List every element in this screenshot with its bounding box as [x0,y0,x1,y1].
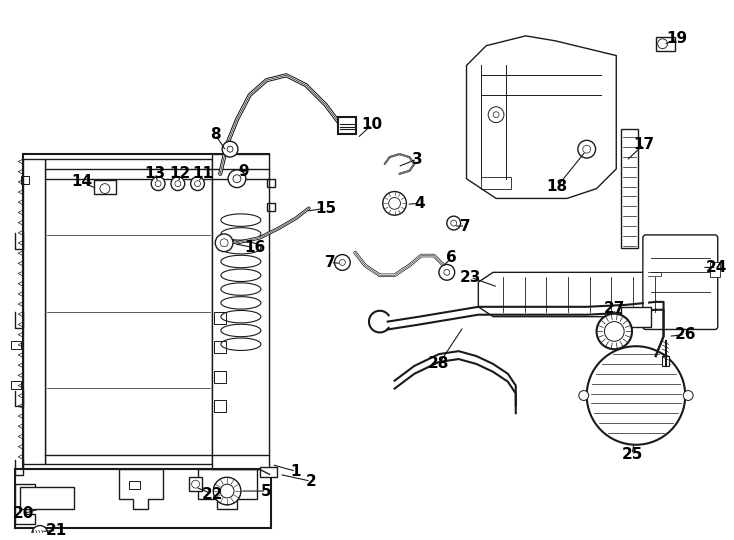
Bar [646,272,661,276]
Bar [11,381,21,389]
Text: 7: 7 [460,219,470,233]
Text: 18: 18 [547,179,567,194]
Bar [21,176,29,184]
Text: 11: 11 [192,166,213,181]
Circle shape [439,265,454,280]
Text: 25: 25 [622,447,643,462]
Bar [21,487,74,509]
Bar [260,468,277,477]
Circle shape [335,254,350,271]
Circle shape [222,141,238,157]
Text: 7: 7 [325,255,336,270]
Circle shape [658,39,667,49]
Text: 24: 24 [706,260,727,275]
Text: 28: 28 [428,356,450,372]
Bar [214,341,226,353]
Bar [338,117,356,134]
Bar [267,204,275,211]
Circle shape [586,346,686,445]
Bar [128,481,140,489]
Text: 13: 13 [145,166,166,181]
Text: 26: 26 [675,327,696,342]
Text: 6: 6 [446,250,457,265]
Text: 15: 15 [315,201,336,216]
Text: 9: 9 [239,164,249,179]
Circle shape [228,170,246,187]
Bar [189,477,203,491]
Text: 21: 21 [46,523,68,538]
Bar [482,177,511,188]
Circle shape [578,140,595,158]
Bar [11,341,21,349]
Circle shape [215,234,233,252]
Bar [212,154,269,469]
Text: 23: 23 [459,270,482,285]
Text: 27: 27 [603,301,625,316]
Bar [23,154,269,469]
Text: 17: 17 [633,137,655,152]
Polygon shape [479,272,675,316]
Text: 8: 8 [210,127,221,142]
Text: 12: 12 [169,166,190,181]
Circle shape [579,390,589,401]
Text: 2: 2 [305,474,316,489]
Circle shape [214,477,241,505]
Text: 20: 20 [12,506,34,521]
Bar [621,307,651,327]
Bar [267,179,275,187]
Bar [214,371,226,383]
Circle shape [488,107,504,123]
Circle shape [32,525,48,540]
FancyBboxPatch shape [643,235,718,329]
Text: 3: 3 [412,152,423,166]
Text: 5: 5 [261,483,272,498]
Circle shape [151,177,165,191]
Bar [23,159,45,464]
Circle shape [597,314,632,349]
Bar [661,356,669,366]
Text: 16: 16 [244,240,265,255]
Text: 22: 22 [202,487,223,502]
Bar [214,312,226,323]
Circle shape [382,192,407,215]
Polygon shape [467,36,617,198]
Bar [621,130,638,248]
Circle shape [447,216,461,230]
Bar [655,37,675,51]
Bar [45,159,212,464]
Text: 1: 1 [291,464,302,479]
Text: 19: 19 [666,31,688,46]
Circle shape [171,177,185,191]
Text: 4: 4 [414,196,424,211]
Bar [710,262,720,277]
Circle shape [100,184,110,193]
Text: 10: 10 [361,117,382,132]
Circle shape [683,390,693,401]
Bar [94,180,116,193]
Circle shape [191,177,205,191]
Text: 14: 14 [72,174,92,189]
Bar [214,401,226,412]
